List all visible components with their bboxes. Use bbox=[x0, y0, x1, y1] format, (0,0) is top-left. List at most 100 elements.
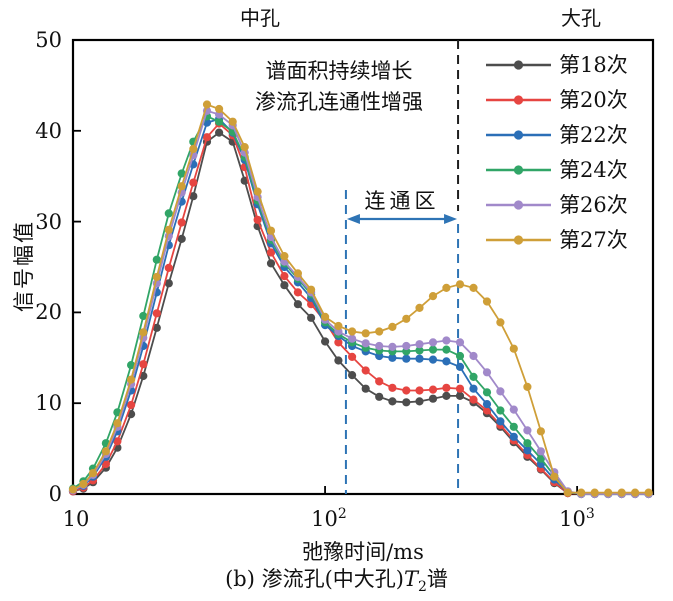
series-marker-4 bbox=[415, 340, 424, 349]
series-marker-1 bbox=[101, 459, 110, 469]
series-marker-3 bbox=[177, 169, 186, 178]
series-marker-4 bbox=[455, 338, 465, 347]
series-marker-1 bbox=[348, 352, 357, 361]
series-marker-1 bbox=[253, 215, 262, 224]
series-marker-5 bbox=[523, 382, 532, 391]
series-marker-5 bbox=[253, 187, 262, 196]
y-tick-20: 20 bbox=[35, 300, 62, 324]
series-marker-0 bbox=[361, 384, 370, 393]
series-marker-2 bbox=[388, 353, 397, 362]
series-marker-0 bbox=[442, 391, 451, 400]
series-marker-4 bbox=[348, 334, 357, 343]
series-marker-1 bbox=[202, 133, 212, 142]
series-marker-1 bbox=[266, 248, 276, 257]
series-marker-3 bbox=[482, 388, 492, 397]
series-marker-1 bbox=[482, 406, 492, 415]
series-marker-5 bbox=[482, 297, 492, 306]
series-marker-5 bbox=[215, 104, 224, 114]
zone-arrow-head-right bbox=[444, 214, 458, 224]
series-marker-5 bbox=[617, 488, 626, 497]
x-tick-10: 10 bbox=[62, 507, 90, 531]
series-marker-1 bbox=[375, 377, 384, 386]
series-marker-0 bbox=[402, 398, 411, 407]
region-label-mid-pore: 中孔 bbox=[240, 6, 280, 30]
series-marker-3 bbox=[139, 311, 148, 321]
series-marker-5 bbox=[536, 427, 546, 436]
series-marker-2 bbox=[442, 357, 451, 366]
series-marker-4 bbox=[496, 387, 505, 396]
series-marker-5 bbox=[644, 488, 653, 497]
series-marker-4 bbox=[442, 336, 451, 345]
series-marker-5 bbox=[202, 100, 212, 109]
series-marker-5 bbox=[280, 252, 289, 261]
x-tick-100: 102 bbox=[311, 506, 347, 531]
series-marker-5 bbox=[631, 488, 640, 497]
annotation-line-1: 谱面积持续增长 bbox=[265, 59, 413, 83]
zone-arrow-head-left bbox=[346, 214, 360, 224]
series-marker-5 bbox=[428, 292, 438, 301]
legend-dot-3 bbox=[513, 165, 524, 175]
legend-item-label-24: 第24次 bbox=[559, 158, 628, 182]
series-marker-1 bbox=[442, 383, 451, 392]
series-marker-5 bbox=[88, 469, 98, 478]
series-marker-3 bbox=[509, 422, 518, 431]
series-marker-1 bbox=[402, 386, 411, 395]
series-marker-5 bbox=[228, 117, 237, 126]
legend-dot-1 bbox=[513, 95, 524, 105]
series-marker-3 bbox=[455, 351, 465, 361]
series-marker-5 bbox=[509, 344, 518, 353]
legend-dot-0 bbox=[513, 60, 524, 70]
series-marker-5 bbox=[293, 269, 302, 278]
series-marker-5 bbox=[590, 488, 599, 497]
y-tick-30: 30 bbox=[35, 210, 62, 234]
series-marker-1 bbox=[113, 437, 122, 446]
series-marker-0 bbox=[307, 313, 316, 322]
series-marker-4 bbox=[361, 339, 370, 348]
y-tick-50: 50 bbox=[35, 28, 62, 52]
series-marker-2 bbox=[523, 446, 532, 455]
series-marker-1 bbox=[280, 272, 289, 281]
series-marker-5 bbox=[469, 283, 478, 292]
series-marker-5 bbox=[442, 283, 451, 292]
series-marker-5 bbox=[139, 328, 148, 337]
series-marker-0 bbox=[388, 397, 397, 406]
series-marker-3 bbox=[428, 345, 438, 354]
legend-item-label-18: 第18次 bbox=[559, 53, 628, 77]
x-tick-1000: 103 bbox=[559, 506, 595, 531]
annotation-line-2: 渗流孔连通性增强 bbox=[255, 90, 423, 114]
series-marker-4 bbox=[388, 342, 397, 351]
series-marker-4 bbox=[509, 405, 518, 414]
series-marker-0 bbox=[164, 279, 173, 288]
legend-item-label-27: 第27次 bbox=[559, 228, 628, 252]
series-marker-3 bbox=[215, 117, 224, 126]
series-marker-0 bbox=[215, 128, 224, 137]
legend-dot-2 bbox=[513, 130, 524, 140]
series-marker-0 bbox=[321, 337, 330, 346]
y-tick-40: 40 bbox=[35, 119, 62, 143]
series-marker-0 bbox=[293, 300, 302, 309]
series-marker-1 bbox=[177, 218, 186, 227]
series-marker-1 bbox=[139, 360, 148, 369]
series-marker-4 bbox=[469, 351, 478, 361]
series-marker-5 bbox=[68, 485, 78, 494]
series-marker-2 bbox=[402, 354, 411, 363]
series-marker-5 bbox=[402, 314, 411, 323]
series-marker-5 bbox=[307, 285, 316, 294]
series-marker-0 bbox=[334, 356, 343, 365]
annotation-text: 谱面积持续增长 渗流孔连通性增强 bbox=[186, 56, 492, 118]
series-marker-5 bbox=[164, 225, 173, 234]
series-marker-3 bbox=[442, 345, 451, 354]
series-marker-1 bbox=[334, 338, 343, 347]
series-marker-0 bbox=[152, 323, 161, 332]
plot-border bbox=[71, 38, 655, 496]
series-marker-2 bbox=[469, 384, 478, 393]
series-marker-5 bbox=[496, 318, 505, 327]
series-marker-5 bbox=[375, 327, 384, 336]
series-marker-5 bbox=[127, 375, 136, 384]
series-marker-4 bbox=[402, 341, 411, 351]
series-marker-3 bbox=[523, 439, 532, 448]
series-marker-1 bbox=[152, 309, 161, 318]
series-marker-5 bbox=[79, 479, 88, 489]
series-marker-0 bbox=[280, 281, 289, 290]
